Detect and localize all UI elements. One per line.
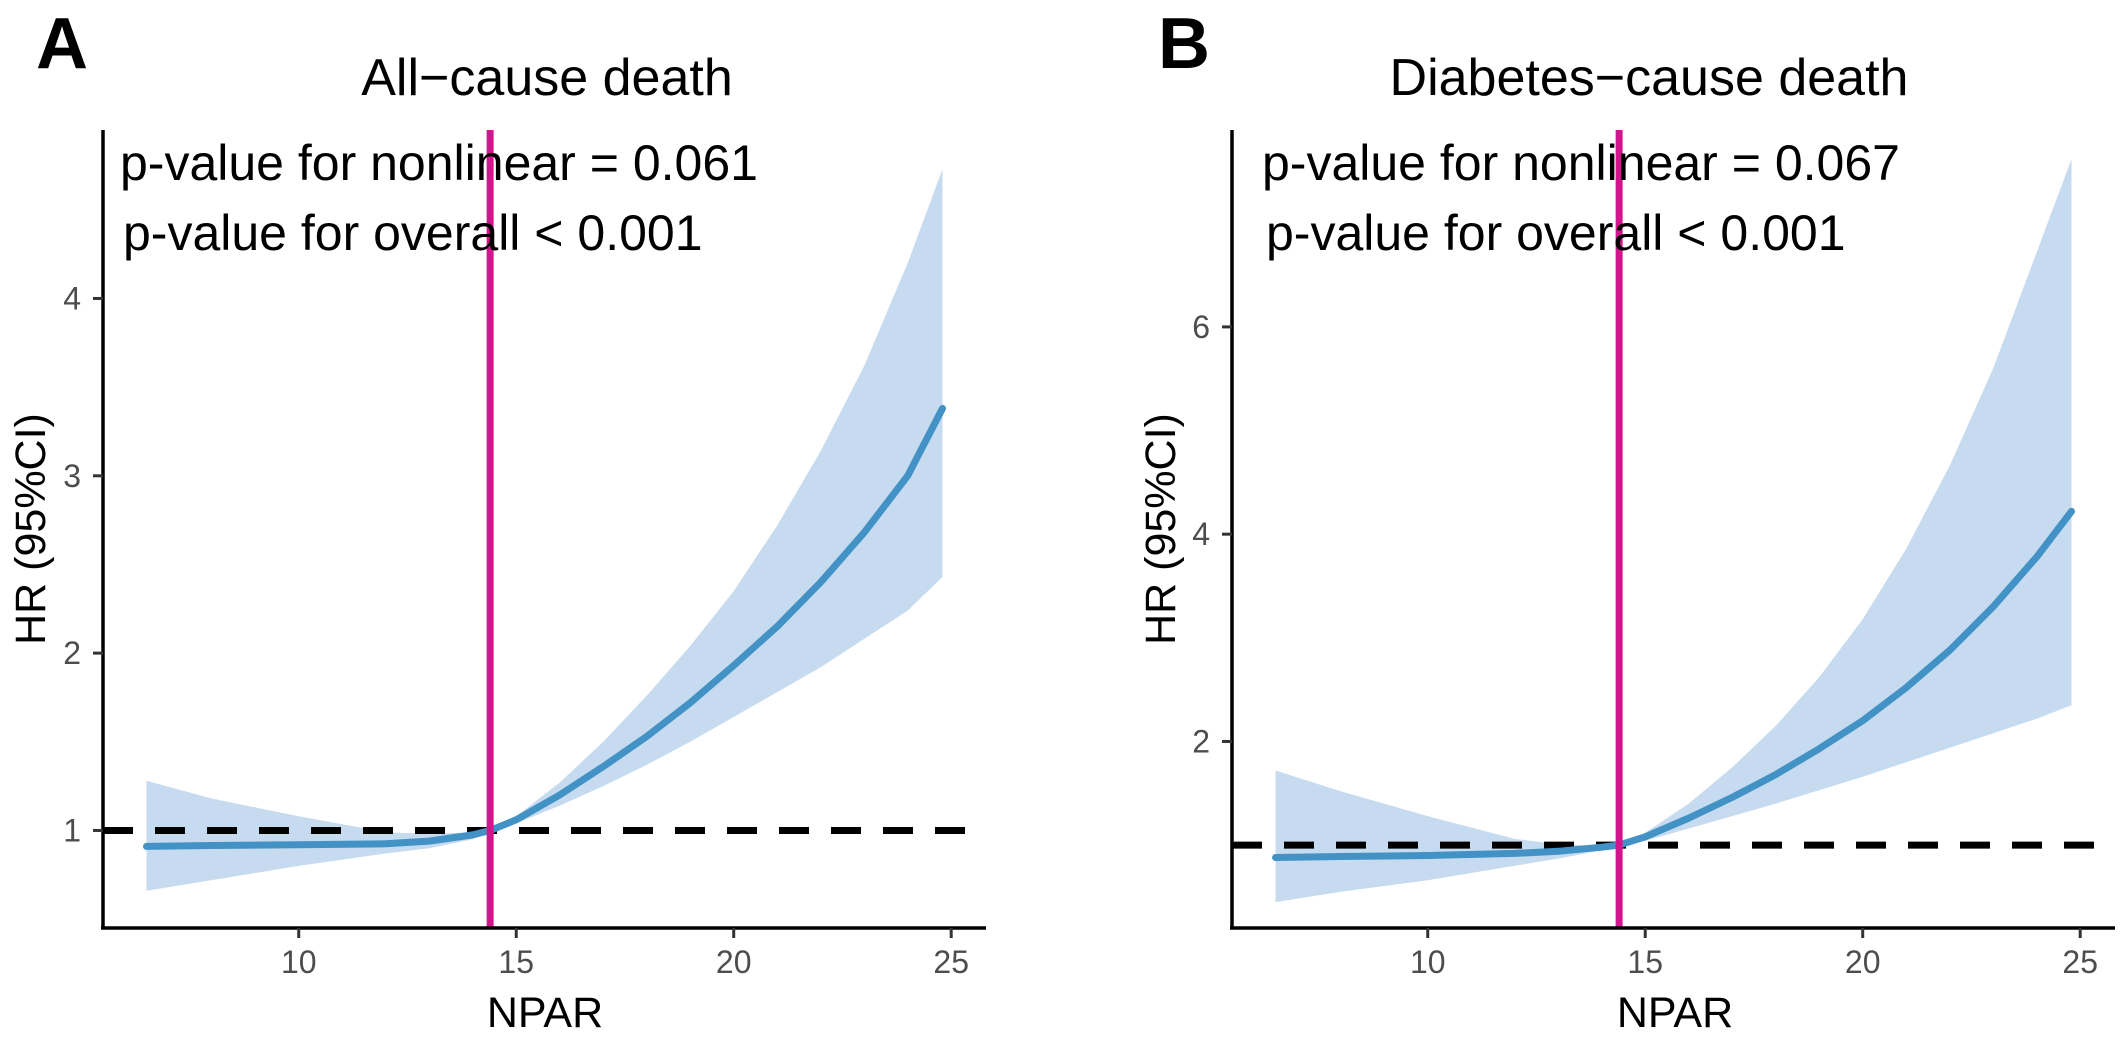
panel-a-x-tick-label: 15 — [498, 944, 534, 980]
panel-a-x-axis-title: NPAR — [487, 989, 603, 1037]
panel-a-title: All−cause death — [361, 49, 733, 107]
panel-b-y-axis-title: HR (95%CI) — [1137, 413, 1185, 645]
panel-b-plot-area — [1232, 130, 2107, 928]
panel-b-y-tick-label: 2 — [1192, 723, 1210, 759]
panel-b-x-axis-title: NPAR — [1617, 989, 1733, 1037]
panel-b-hr-curve — [1272, 507, 2075, 861]
panel-a-ci-band — [146, 169, 943, 891]
panel-a-y-axis-title: HR (95%CI) — [7, 413, 55, 645]
panel-a: A All−cause death 10 15 20 25 1 2 3 4 p-value f… — [7, 4, 986, 1037]
panel-a-y-tick-label: 3 — [63, 458, 81, 494]
panel-b-x-tick-label: 25 — [2062, 944, 2098, 980]
panel-a-annotation-overall: p-value for overall < 0.001 — [123, 205, 703, 261]
panel-a-plot-area — [103, 130, 978, 928]
panel-b-ticks: 10 15 20 25 2 4 6 — [1192, 309, 2098, 980]
panel-a-annotation-nonlinear: p-value for nonlinear = 0.061 — [120, 135, 758, 191]
panel-b-x-tick-label: 10 — [1410, 944, 1446, 980]
panel-letter-b: B — [1158, 4, 1210, 84]
panel-a-ticks: 10 15 20 25 1 2 3 4 — [63, 280, 969, 980]
panel-a-y-tick-label: 1 — [63, 812, 81, 848]
panel-b: B Diabetes−cause death 10 15 20 25 2 4 6 p-val… — [1137, 4, 2115, 1037]
panel-b-x-tick-label: 15 — [1627, 944, 1663, 980]
panel-b-y-tick-label: 6 — [1192, 309, 1210, 345]
panel-a-y-tick-label: 4 — [63, 280, 81, 316]
panel-b-annotation-nonlinear: p-value for nonlinear = 0.067 — [1262, 135, 1900, 191]
panel-b-y-tick-label: 4 — [1192, 516, 1210, 552]
panel-a-y-tick-label: 2 — [63, 635, 81, 671]
panel-a-x-tick-label: 10 — [281, 944, 317, 980]
panel-a-x-tick-label: 20 — [716, 944, 752, 980]
panel-b-annotation-overall: p-value for overall < 0.001 — [1266, 205, 1846, 261]
panel-letter-a: A — [36, 4, 88, 84]
panel-a-x-tick-label: 25 — [933, 944, 969, 980]
panel-a-hr-curve — [143, 404, 946, 850]
panel-b-title: Diabetes−cause death — [1390, 49, 1909, 107]
panel-b-ci-band — [1275, 159, 2072, 903]
panel-b-x-tick-label: 20 — [1845, 944, 1881, 980]
